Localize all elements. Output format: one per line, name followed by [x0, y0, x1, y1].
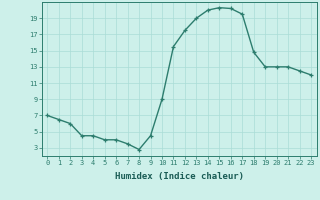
- X-axis label: Humidex (Indice chaleur): Humidex (Indice chaleur): [115, 172, 244, 181]
